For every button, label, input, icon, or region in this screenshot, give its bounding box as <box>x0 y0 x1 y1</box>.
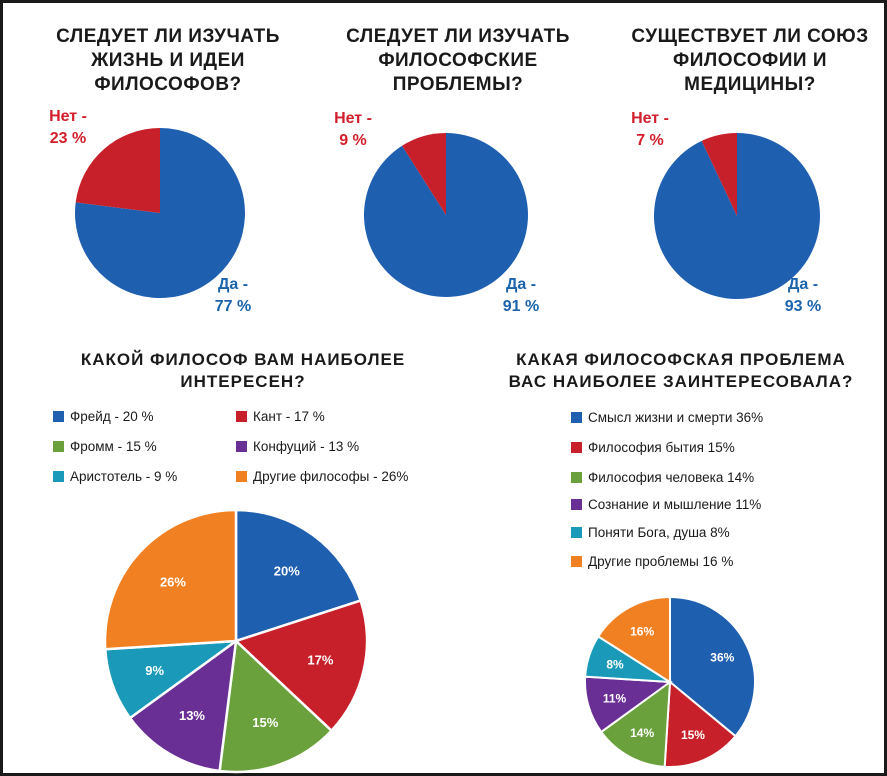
chart4-legend-item: Аристотель - 9 % <box>53 469 177 484</box>
legend-swatch <box>53 411 64 422</box>
chart4-legend-item: Другие философы - 26% <box>236 469 408 484</box>
chart3-pie <box>654 133 820 299</box>
chart4-legend-item: Кант - 17 % <box>236 409 325 424</box>
chart1-pie <box>74 128 245 298</box>
chart1-yes-label: Да - 77 % <box>214 276 252 315</box>
chart5-legend-item: Философия бытия 15% <box>571 440 735 455</box>
pie-slice-label-5: 9% <box>145 663 164 678</box>
chart2-title: СЛЕДУЕТ ЛИ ИЗУЧАТЬ ФИЛОСОФСКИЕ ПРОБЛЕМЫ? <box>346 26 570 95</box>
pie-slice-label-1: 20% <box>274 564 300 579</box>
pie-slice-label-5: 8% <box>606 657 624 671</box>
pie-slice-1 <box>74 128 245 298</box>
chart5-legend-item: Поняти Бога, душа 8% <box>571 525 730 540</box>
pie-slice-label-2: 15% <box>681 728 705 742</box>
legend-swatch <box>571 472 582 483</box>
legend-swatch <box>236 411 247 422</box>
chart5-title: КАКАЯ ФИЛОСОФСКАЯ ПРОБЛЕМА ВАС НАИБОЛЕЕ … <box>508 350 854 391</box>
pie-slice-4 <box>128 638 238 773</box>
pie-slice-label-4: 11% <box>603 691 627 705</box>
chart5-legend-item: Смысл жизни и смерти 36% <box>571 410 763 425</box>
chart2-no-label: Нет - 9 % <box>334 110 372 149</box>
pie-slice-2 <box>233 598 369 733</box>
pie-slice-1 <box>669 595 756 738</box>
pie-slice-2 <box>663 679 737 768</box>
legend-swatch <box>236 471 247 482</box>
chart3-no-label: Нет - 7 % <box>631 110 669 149</box>
legend-swatch <box>571 556 582 567</box>
chart3-title: СУЩЕСТВУЕТ ЛИ СОЮЗ ФИЛОСОФИИ И МЕДИЦИНЫ? <box>631 26 869 95</box>
pie-slice-6 <box>103 508 238 651</box>
chart5-legend-item: Другие проблемы 16 % <box>571 554 733 569</box>
chart4-legend-item: Фромм - 15 % <box>53 439 157 454</box>
chart1-title: СЛЕДУЕТ ЛИ ИЗУЧАТЬ ЖИЗНЬ И ИДЕИ ФИЛОСОФО… <box>56 26 280 95</box>
pie-slice-6 <box>596 595 671 684</box>
legend-swatch <box>571 412 582 423</box>
pie-slice-label-6: 26% <box>160 574 186 589</box>
chart2-yes-label: Да - 91 % <box>502 276 540 315</box>
pie-slice-3 <box>218 638 334 774</box>
chart4-title: КАКОЙ ФИЛОСОФ ВАМ НАИБОЛЕЕ ИНТЕРЕСЕН? <box>80 350 406 391</box>
pie-slice-2 <box>701 133 737 216</box>
pie-slice-2 <box>402 133 446 215</box>
pie-slice-label-3: 15% <box>252 715 278 730</box>
pie-slice-label-4: 13% <box>179 708 205 723</box>
chart4-legend-item: Конфуций - 13 % <box>236 439 359 454</box>
pie-slice-label-6: 16% <box>630 625 654 639</box>
legend-swatch <box>53 441 64 452</box>
chart5-pie: 36% 15% 14% 11% 8% 16% <box>584 595 756 768</box>
legend-swatch <box>236 441 247 452</box>
chart4-legend-item: Фрейд - 20 % <box>53 409 153 424</box>
pie-slice-label-1: 36% <box>710 651 734 665</box>
legend-swatch <box>571 527 582 538</box>
chart4-pie: 20% 17% 15% 13% 9% 26% <box>103 508 369 774</box>
legend-swatch <box>571 442 582 453</box>
pie-slice-2 <box>75 128 160 213</box>
chart5-legend-item: Философия человека 14% <box>571 470 754 485</box>
chart2-pie <box>364 133 528 297</box>
pie-slice-label-3: 14% <box>630 726 654 740</box>
chart5-legend-item: Сознание и мышление 11% <box>571 497 761 512</box>
pie-slice-1 <box>234 508 363 643</box>
chart3-yes-label: Да - 93 % <box>784 276 822 315</box>
chart1-no-label: Нет - 23 % <box>49 108 87 147</box>
legend-swatch <box>53 471 64 482</box>
pie-slice-label-2: 17% <box>307 652 333 667</box>
legend-swatch <box>571 499 582 510</box>
pie-slice-3 <box>599 679 672 768</box>
